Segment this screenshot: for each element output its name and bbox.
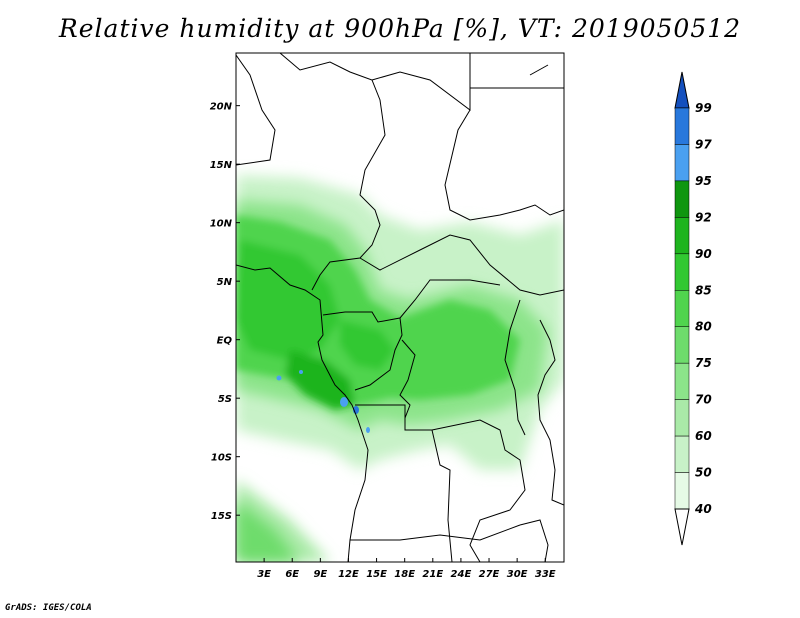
lon-tick-label: 18E — [394, 569, 415, 580]
colorbar-segment — [674, 399, 690, 437]
colorbar-label: 92 — [695, 210, 712, 224]
colorbar-label: 95 — [695, 174, 712, 188]
colorbar-label: 40 — [694, 502, 712, 516]
lat-tick-label: 10N — [210, 219, 233, 230]
lon-tick-label: 3E — [257, 569, 271, 580]
colorbar-segment — [674, 144, 690, 182]
lat-tick-label: 15S — [211, 511, 232, 522]
colorbar-label: 97 — [695, 137, 712, 151]
colorbar-segment — [674, 362, 690, 400]
lon-tick-label: 30E — [507, 569, 528, 580]
lon-tick-label: 15E — [366, 569, 387, 580]
colorbar-segment — [674, 326, 690, 364]
lon-tick-label: 6E — [285, 569, 299, 580]
colorbar-segment — [674, 217, 690, 255]
lat-tick-label: 15N — [210, 160, 233, 171]
colorbar-label: 80 — [695, 320, 712, 334]
colorbar: 99 97 95 92 90 85 80 75 70 60 50 40 — [674, 71, 712, 546]
lat-tick-label: EQ — [217, 336, 233, 347]
lat-tick-label: 20N — [210, 102, 233, 113]
lon-tick-label: 24E — [451, 569, 472, 580]
lon-tick-label: 27E — [479, 569, 500, 580]
grads-credit: GrADS: IGES/COLA — [5, 603, 92, 613]
colorbar-min-arrow — [674, 508, 690, 546]
longitude-axis: 3E 6E 9E 12E 15E 18E 21E 24E 27E 30E 33E — [257, 558, 556, 580]
colorbar-label: 90 — [695, 247, 712, 261]
colorbar-segment — [674, 107, 690, 145]
map-frame — [235, 52, 565, 563]
colorbar-segment — [674, 253, 690, 291]
lon-tick-label: 33E — [535, 569, 556, 580]
colorbar-segment — [674, 472, 690, 510]
humidity-field — [236, 53, 564, 562]
colorbar-label: 50 — [695, 466, 712, 480]
colorbar-label: 99 — [695, 101, 712, 115]
chart-title: Relative humidity at 900hPa [%], VT: 201… — [58, 14, 742, 43]
colorbar-max-arrow — [674, 71, 690, 109]
colorbar-label: 75 — [695, 356, 712, 370]
colorbar-label: 85 — [695, 283, 712, 297]
colorbar-label: 60 — [695, 429, 712, 443]
lat-tick-label: 10S — [211, 453, 232, 464]
lat-tick-label: 5N — [217, 277, 233, 288]
latitude-axis: 20N 15N 10N 5N EQ 5S 10S 15S — [210, 102, 240, 522]
lon-tick-label: 9E — [313, 569, 327, 580]
lon-tick-label: 12E — [338, 569, 359, 580]
colorbar-segment — [674, 435, 690, 473]
lat-tick-label: 5S — [218, 394, 232, 405]
colorbar-label: 70 — [695, 393, 712, 407]
colorbar-segment — [674, 290, 690, 327]
colorbar-segment — [674, 180, 690, 218]
lon-tick-label: 21E — [422, 569, 443, 580]
